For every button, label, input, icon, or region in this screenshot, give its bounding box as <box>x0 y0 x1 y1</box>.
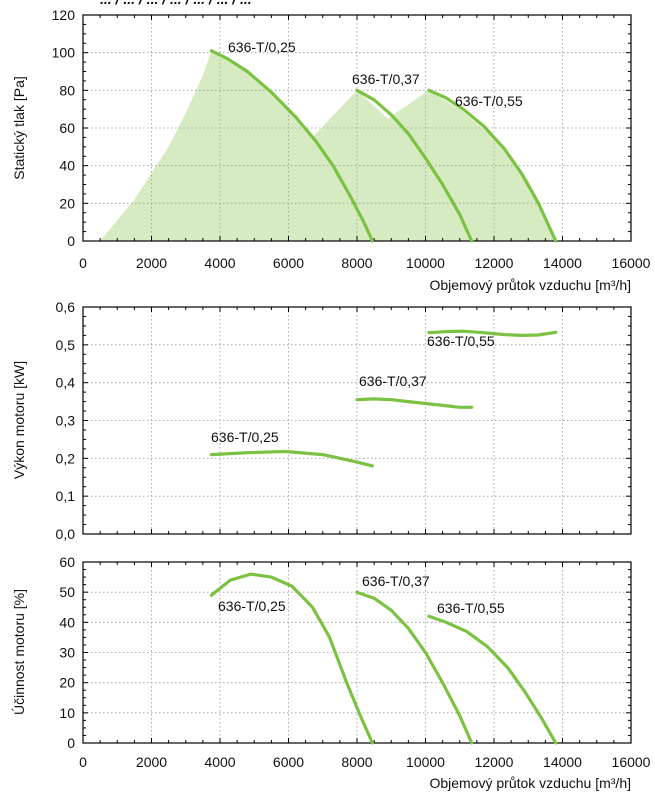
series-line-3 <box>427 329 558 337</box>
x-tick-label: 0 <box>79 754 87 770</box>
series-label-2: 636-T/0,37 <box>362 573 430 589</box>
y-axis-label: Statický tlak [Pa] <box>11 76 27 179</box>
x-tick-label: 4000 <box>204 255 235 271</box>
y-tick-label: 40 <box>59 158 75 174</box>
series-label-1: 636-T/0,25 <box>218 598 286 614</box>
series-line-2 <box>355 590 474 745</box>
series-line-3 <box>427 88 558 243</box>
y-tick-label: 20 <box>59 675 75 691</box>
series-label-3: 636-T/0,55 <box>437 600 505 616</box>
y-tick-label: 100 <box>52 45 76 61</box>
header-text-partial: ... / ... / ... / ... / ... / ... / ... <box>100 0 252 7</box>
x-tick-label: 12000 <box>475 255 514 271</box>
y-tick-label: 0,2 <box>56 450 76 466</box>
x-axis-label: Objemový průtok vzduchu [m³/h] <box>429 775 631 791</box>
x-tick-label: 16000 <box>612 255 651 271</box>
y-tick-label: 0,0 <box>56 526 76 542</box>
series-label-1: 636-T/0,25 <box>228 39 296 55</box>
x-tick-label: 10000 <box>406 754 445 770</box>
x-tick-label: 14000 <box>543 255 582 271</box>
x-tick-label: 12000 <box>475 754 514 770</box>
series-line-2 <box>355 397 474 409</box>
y-tick-label: 0,3 <box>56 413 76 429</box>
x-tick-label: 8000 <box>341 754 372 770</box>
series-label-3: 636-T/0,55 <box>427 333 495 349</box>
chart-panel-3: 0 10 20 30 40 50 60 0 2000 4000 6000 8000 10000 12000… <box>11 554 651 791</box>
x-tick-label: 8000 <box>341 255 372 271</box>
series-line-3 <box>427 614 558 745</box>
y-tick-label: 30 <box>59 645 75 661</box>
series-label-1: 636-T/0,25 <box>211 429 279 445</box>
y-tick-label: 20 <box>59 195 75 211</box>
y-tick-label: 50 <box>59 584 75 600</box>
y-tick-label: 60 <box>59 120 75 136</box>
y-axis-label: Účinnost motoru [%] <box>11 589 27 715</box>
y-tick-label: 0,4 <box>56 375 76 391</box>
series-label-2: 636-T/0,37 <box>352 71 420 87</box>
x-tick-label: 0 <box>79 255 87 271</box>
y-tick-label: 80 <box>59 82 75 98</box>
y-tick-label: 40 <box>59 614 75 630</box>
x-tick-label: 6000 <box>273 754 304 770</box>
y-axis-label: Výkon motoru [kW] <box>11 361 27 479</box>
series-line-1 <box>209 449 374 468</box>
x-tick-label: 6000 <box>273 255 304 271</box>
y-tick-label: 120 <box>52 7 76 23</box>
x-tick-label: 16000 <box>612 754 651 770</box>
y-tick-label: 0,1 <box>56 488 76 504</box>
plot-frame <box>82 561 632 744</box>
y-tick-label: 10 <box>59 705 75 721</box>
series-line-2 <box>355 88 474 243</box>
series-label-2: 636-T/0,37 <box>359 373 427 389</box>
x-tick-label: 4000 <box>204 754 235 770</box>
series-line-1 <box>209 572 374 745</box>
series-line-1 <box>209 49 374 243</box>
y-tick-label: 60 <box>59 554 75 570</box>
x-tick-label: 2000 <box>136 754 167 770</box>
y-tick-label: 0 <box>67 735 75 751</box>
x-tick-label: 10000 <box>406 255 445 271</box>
y-tick-label: 0,6 <box>56 299 76 315</box>
operating-area <box>100 50 556 241</box>
y-tick-label: 0,5 <box>56 337 76 353</box>
series-label-3: 636-T/0,55 <box>455 93 523 109</box>
y-tick-label: 0 <box>67 233 75 249</box>
x-tick-label: 14000 <box>543 754 582 770</box>
chart-panel-1: 0 20 40 60 80 100 120 0 2000 4000 6000 8000 10000 120… <box>11 7 651 293</box>
chart-panel-2: 0,0 0,1 0,2 0,3 0,4 0,5 0,6 Výkon motoru [kW] 63… <box>11 299 632 542</box>
x-tick-label: 2000 <box>136 255 167 271</box>
x-axis-label: Objemový průtok vzduchu [m³/h] <box>429 277 631 293</box>
